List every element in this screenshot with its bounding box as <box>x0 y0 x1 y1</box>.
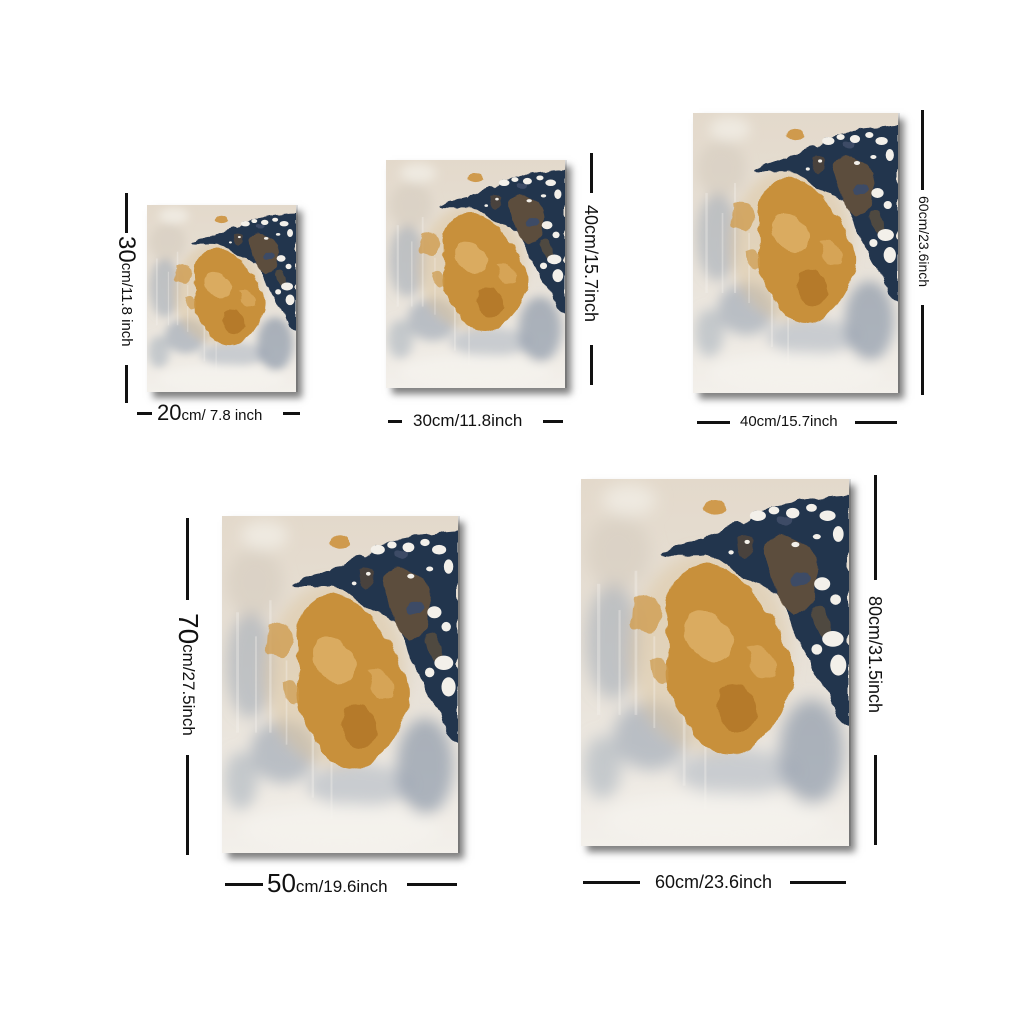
dimension-line <box>283 412 300 415</box>
width-unit: cm/19.6inch <box>295 877 388 896</box>
dimension-line <box>543 420 563 423</box>
width-text: 60cm/23.6inch <box>655 872 773 892</box>
abstract-map-painting <box>693 113 898 393</box>
width-number: 20 <box>157 400 182 425</box>
width-label-print-3: 40cm/15.7inch <box>740 409 838 435</box>
dimension-line <box>407 883 457 886</box>
canvas-print-20x30 <box>147 205 296 392</box>
abstract-map-painting <box>147 205 296 392</box>
dimension-line <box>921 305 924 395</box>
height-number: 30 <box>113 236 140 263</box>
height-unit: cm/27.5inch <box>179 644 198 736</box>
dimension-line <box>855 421 897 424</box>
width-label-print-4: 50 cm/19.6inch <box>267 870 388 896</box>
width-text: 40cm/15.7inch <box>740 413 838 430</box>
dimension-line <box>697 421 730 424</box>
dimension-line <box>590 153 593 193</box>
height-label-print-2: 40cm/15.7inch <box>581 205 601 323</box>
height-text: 60cm/23.6inch <box>916 196 932 288</box>
dimension-line <box>874 755 877 845</box>
dimension-line <box>125 193 128 233</box>
dimension-line <box>137 412 152 415</box>
dimension-line <box>125 365 128 403</box>
dimension-line <box>583 881 640 884</box>
dimension-line <box>186 518 189 600</box>
abstract-map-painting <box>222 516 458 853</box>
height-text: 40cm/15.7inch <box>581 205 601 323</box>
width-label-print-5: 60cm/23.6inch <box>655 869 772 895</box>
width-unit: cm/ 7.8 inch <box>181 407 263 424</box>
canvas-print-40x60 <box>693 113 898 393</box>
dimension-line <box>790 881 846 884</box>
dimension-line <box>225 883 263 886</box>
height-label-print-3: 60cm/23.6inch <box>916 196 932 287</box>
height-unit: cm/11.8 inch <box>118 262 135 347</box>
canvas-print-60x80 <box>581 479 849 846</box>
height-label-print-4: 70cm/27.5inch <box>173 613 204 736</box>
height-label-print-1: 30cm/11.8 inch <box>113 236 140 347</box>
width-text: 30cm/11.8inch <box>413 411 523 430</box>
height-label-print-5: 80cm/31.5inch <box>865 596 885 714</box>
canvas-print-30x40 <box>386 160 565 388</box>
dimension-line <box>921 110 924 190</box>
abstract-map-painting <box>386 160 565 388</box>
dimension-line <box>388 420 402 423</box>
dimension-line <box>590 345 593 385</box>
dimension-line <box>874 475 877 580</box>
abstract-map-painting <box>581 479 849 846</box>
height-number: 70 <box>173 613 204 645</box>
canvas-print-50x70 <box>222 516 458 853</box>
width-label-print-2: 30cm/11.8inch <box>413 408 522 434</box>
width-number: 50 <box>267 868 296 898</box>
height-text: 80cm/31.5inch <box>865 596 885 714</box>
dimension-line <box>186 755 189 855</box>
width-label-print-1: 20 cm/ 7.8 inch <box>157 400 262 426</box>
